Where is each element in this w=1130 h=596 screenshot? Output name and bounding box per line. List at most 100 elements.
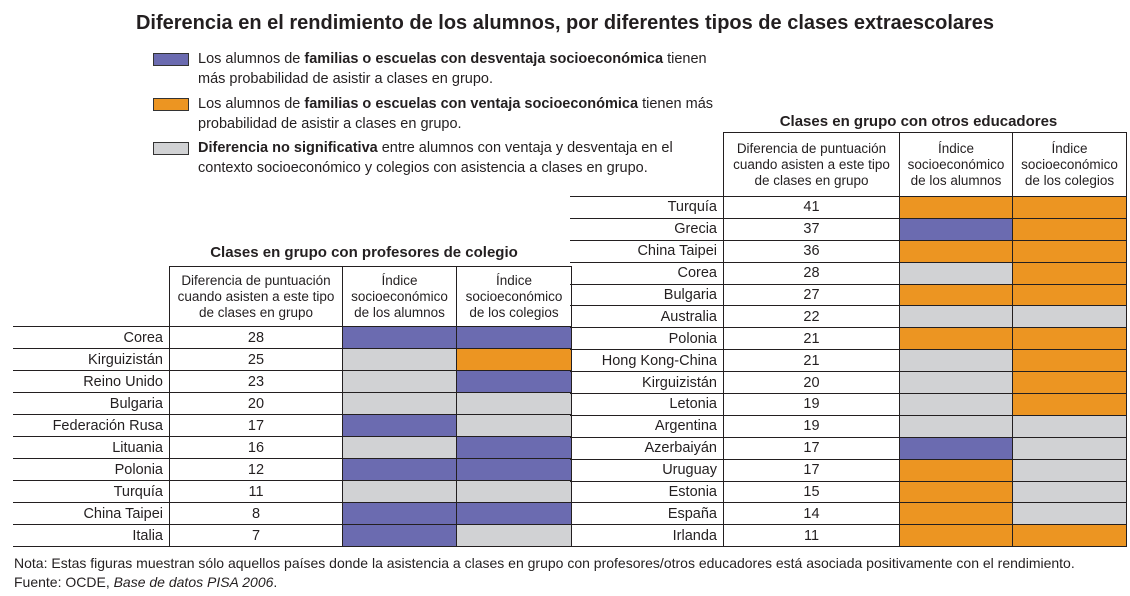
score-value: 25 bbox=[169, 348, 343, 371]
cell-colegios bbox=[456, 414, 572, 437]
country-label: Bulgaria bbox=[13, 392, 170, 415]
figure-title: Diferencia en el rendimiento de los alum… bbox=[135, 12, 995, 34]
column-header: Diferencia de puntuación cuando asisten … bbox=[169, 266, 343, 327]
cell-colegios bbox=[1012, 393, 1127, 416]
cell-alumnos bbox=[899, 524, 1013, 548]
legend-text: Los alumnos de familias o escuelas con v… bbox=[198, 96, 714, 132]
cell-alumnos bbox=[342, 370, 457, 393]
table-row: Turquía 41 bbox=[570, 196, 1127, 219]
cell-colegios bbox=[456, 458, 572, 481]
cell-alumnos bbox=[342, 414, 457, 437]
cell-alumnos bbox=[899, 305, 1013, 329]
country-label: China Taipei bbox=[570, 239, 724, 263]
score-value: 17 bbox=[169, 414, 343, 437]
country-label: Bulgaria bbox=[570, 283, 724, 307]
cell-colegios bbox=[1012, 327, 1127, 351]
table-row: Irlanda 11 bbox=[570, 524, 1127, 548]
score-value: 41 bbox=[723, 196, 900, 219]
source: Fuente: OCDE, Base de datos PISA 2006. bbox=[14, 574, 277, 590]
table-title-profesores: Clases en grupo con profesores de colegi… bbox=[210, 244, 518, 261]
cell-colegios bbox=[456, 370, 572, 393]
cell-alumnos bbox=[342, 326, 457, 349]
column-header: Índice socioeconómico de los colegios bbox=[1012, 132, 1127, 197]
score-value: 14 bbox=[723, 502, 900, 526]
score-value: 21 bbox=[723, 327, 900, 351]
table-row: Bulgaria 27 bbox=[570, 283, 1127, 307]
cell-colegios bbox=[456, 480, 572, 503]
table-row: Lituania 16 bbox=[13, 436, 572, 459]
cell-alumnos bbox=[899, 502, 1013, 526]
country-label: Estonia bbox=[570, 480, 724, 504]
cell-alumnos bbox=[899, 239, 1013, 263]
cell-colegios bbox=[456, 392, 572, 415]
cell-alumnos bbox=[899, 458, 1013, 482]
column-header: Índice socioeconómico de los alumnos bbox=[899, 132, 1013, 197]
legend-text: Los alumnos de familias o escuelas con d… bbox=[198, 51, 707, 87]
country-label: Argentina bbox=[570, 414, 724, 438]
country-label: Kirguizistán bbox=[570, 371, 724, 395]
cell-alumnos bbox=[899, 393, 1013, 416]
cell-alumnos bbox=[342, 436, 457, 459]
country-label: Corea bbox=[570, 261, 724, 285]
country-label: Turquía bbox=[13, 480, 170, 503]
cell-colegios bbox=[1012, 436, 1127, 460]
header-blank bbox=[570, 132, 724, 197]
cell-colegios bbox=[456, 348, 572, 371]
cell-colegios bbox=[456, 502, 572, 525]
cell-alumnos bbox=[899, 217, 1013, 241]
cell-colegios bbox=[1012, 239, 1127, 263]
column-header: Índice socioeconómico de los colegios bbox=[456, 266, 572, 327]
country-label: España bbox=[570, 502, 724, 526]
table-row: Corea 28 bbox=[570, 261, 1127, 285]
country-label: Italia bbox=[13, 524, 170, 547]
cell-colegios bbox=[1012, 524, 1127, 548]
score-value: 23 bbox=[169, 370, 343, 393]
cell-colegios bbox=[1012, 305, 1127, 329]
cell-colegios bbox=[1012, 283, 1127, 307]
table-title-educadores: Clases en grupo con otros educadores bbox=[779, 113, 1058, 130]
country-label: Australia bbox=[570, 305, 724, 329]
legend-swatch bbox=[153, 142, 189, 155]
cell-alumnos bbox=[342, 392, 457, 415]
table-row: Kirguizistán 20 bbox=[570, 371, 1127, 395]
score-value: 28 bbox=[169, 326, 343, 349]
cell-alumnos bbox=[899, 480, 1013, 504]
country-label: Lituania bbox=[13, 436, 170, 459]
table-row: Argentina 19 bbox=[570, 414, 1127, 438]
score-value: 37 bbox=[723, 217, 900, 241]
table-row: Turquía 11 bbox=[13, 480, 572, 503]
score-value: 28 bbox=[723, 261, 900, 285]
source-prefix: Fuente: OCDE, bbox=[14, 574, 114, 590]
table-row: Azerbaiyán 17 bbox=[570, 436, 1127, 460]
country-label: Grecia bbox=[570, 217, 724, 241]
cell-alumnos bbox=[342, 348, 457, 371]
score-value: 21 bbox=[723, 349, 900, 373]
table-row: Bulgaria 20 bbox=[13, 392, 572, 415]
cell-alumnos bbox=[342, 480, 457, 503]
table-row: Uruguay 17 bbox=[570, 458, 1127, 482]
table-row: Grecia 37 bbox=[570, 217, 1127, 241]
table-row: Hong Kong-China 21 bbox=[570, 349, 1127, 373]
cell-alumnos bbox=[899, 261, 1013, 285]
country-label: Hong Kong-China bbox=[570, 349, 724, 373]
legend-swatch bbox=[153, 53, 189, 66]
cell-alumnos bbox=[342, 458, 457, 481]
country-label: Kirguizistán bbox=[13, 348, 170, 371]
cell-colegios bbox=[1012, 217, 1127, 241]
score-value: 12 bbox=[169, 458, 343, 481]
table-row: Letonia 19 bbox=[570, 393, 1127, 416]
country-label: Uruguay bbox=[570, 458, 724, 482]
table-profesores: Diferencia de puntuación cuando asisten … bbox=[13, 266, 572, 547]
table-row: China Taipei 36 bbox=[570, 239, 1127, 263]
table-row: Kirguizistán 25 bbox=[13, 348, 572, 371]
cell-colegios bbox=[1012, 349, 1127, 373]
cell-colegios bbox=[1012, 371, 1127, 395]
cell-alumnos bbox=[899, 327, 1013, 351]
cell-colegios bbox=[1012, 261, 1127, 285]
score-value: 7 bbox=[169, 524, 343, 547]
country-label: Turquía bbox=[570, 196, 724, 219]
cell-colegios bbox=[1012, 414, 1127, 438]
score-value: 11 bbox=[169, 480, 343, 503]
cell-colegios bbox=[1012, 458, 1127, 482]
